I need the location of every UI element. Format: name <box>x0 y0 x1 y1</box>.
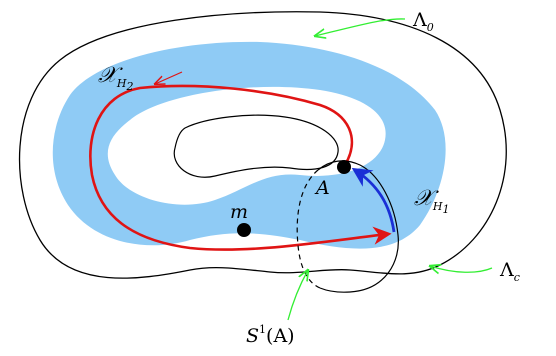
point-m <box>237 223 251 237</box>
label-lambda0: Λ0 <box>412 9 434 34</box>
circle-front-arc <box>317 160 399 293</box>
point-A <box>337 160 351 174</box>
xh2-direction-arrow <box>155 71 183 84</box>
label-s1: S1(A) <box>246 323 295 347</box>
outer-curve <box>18 11 507 279</box>
pointer-lambda0 <box>315 18 406 36</box>
label-m: m <box>230 201 248 223</box>
blue-band <box>52 41 446 249</box>
label-A: A <box>314 177 330 199</box>
red-orbit <box>89 84 392 251</box>
inner-curve <box>173 114 339 178</box>
blue-arc <box>351 167 396 233</box>
pointer-lambdac <box>430 266 493 272</box>
label-lambdac: Λc <box>499 259 520 284</box>
pointer-s1 <box>287 270 308 321</box>
